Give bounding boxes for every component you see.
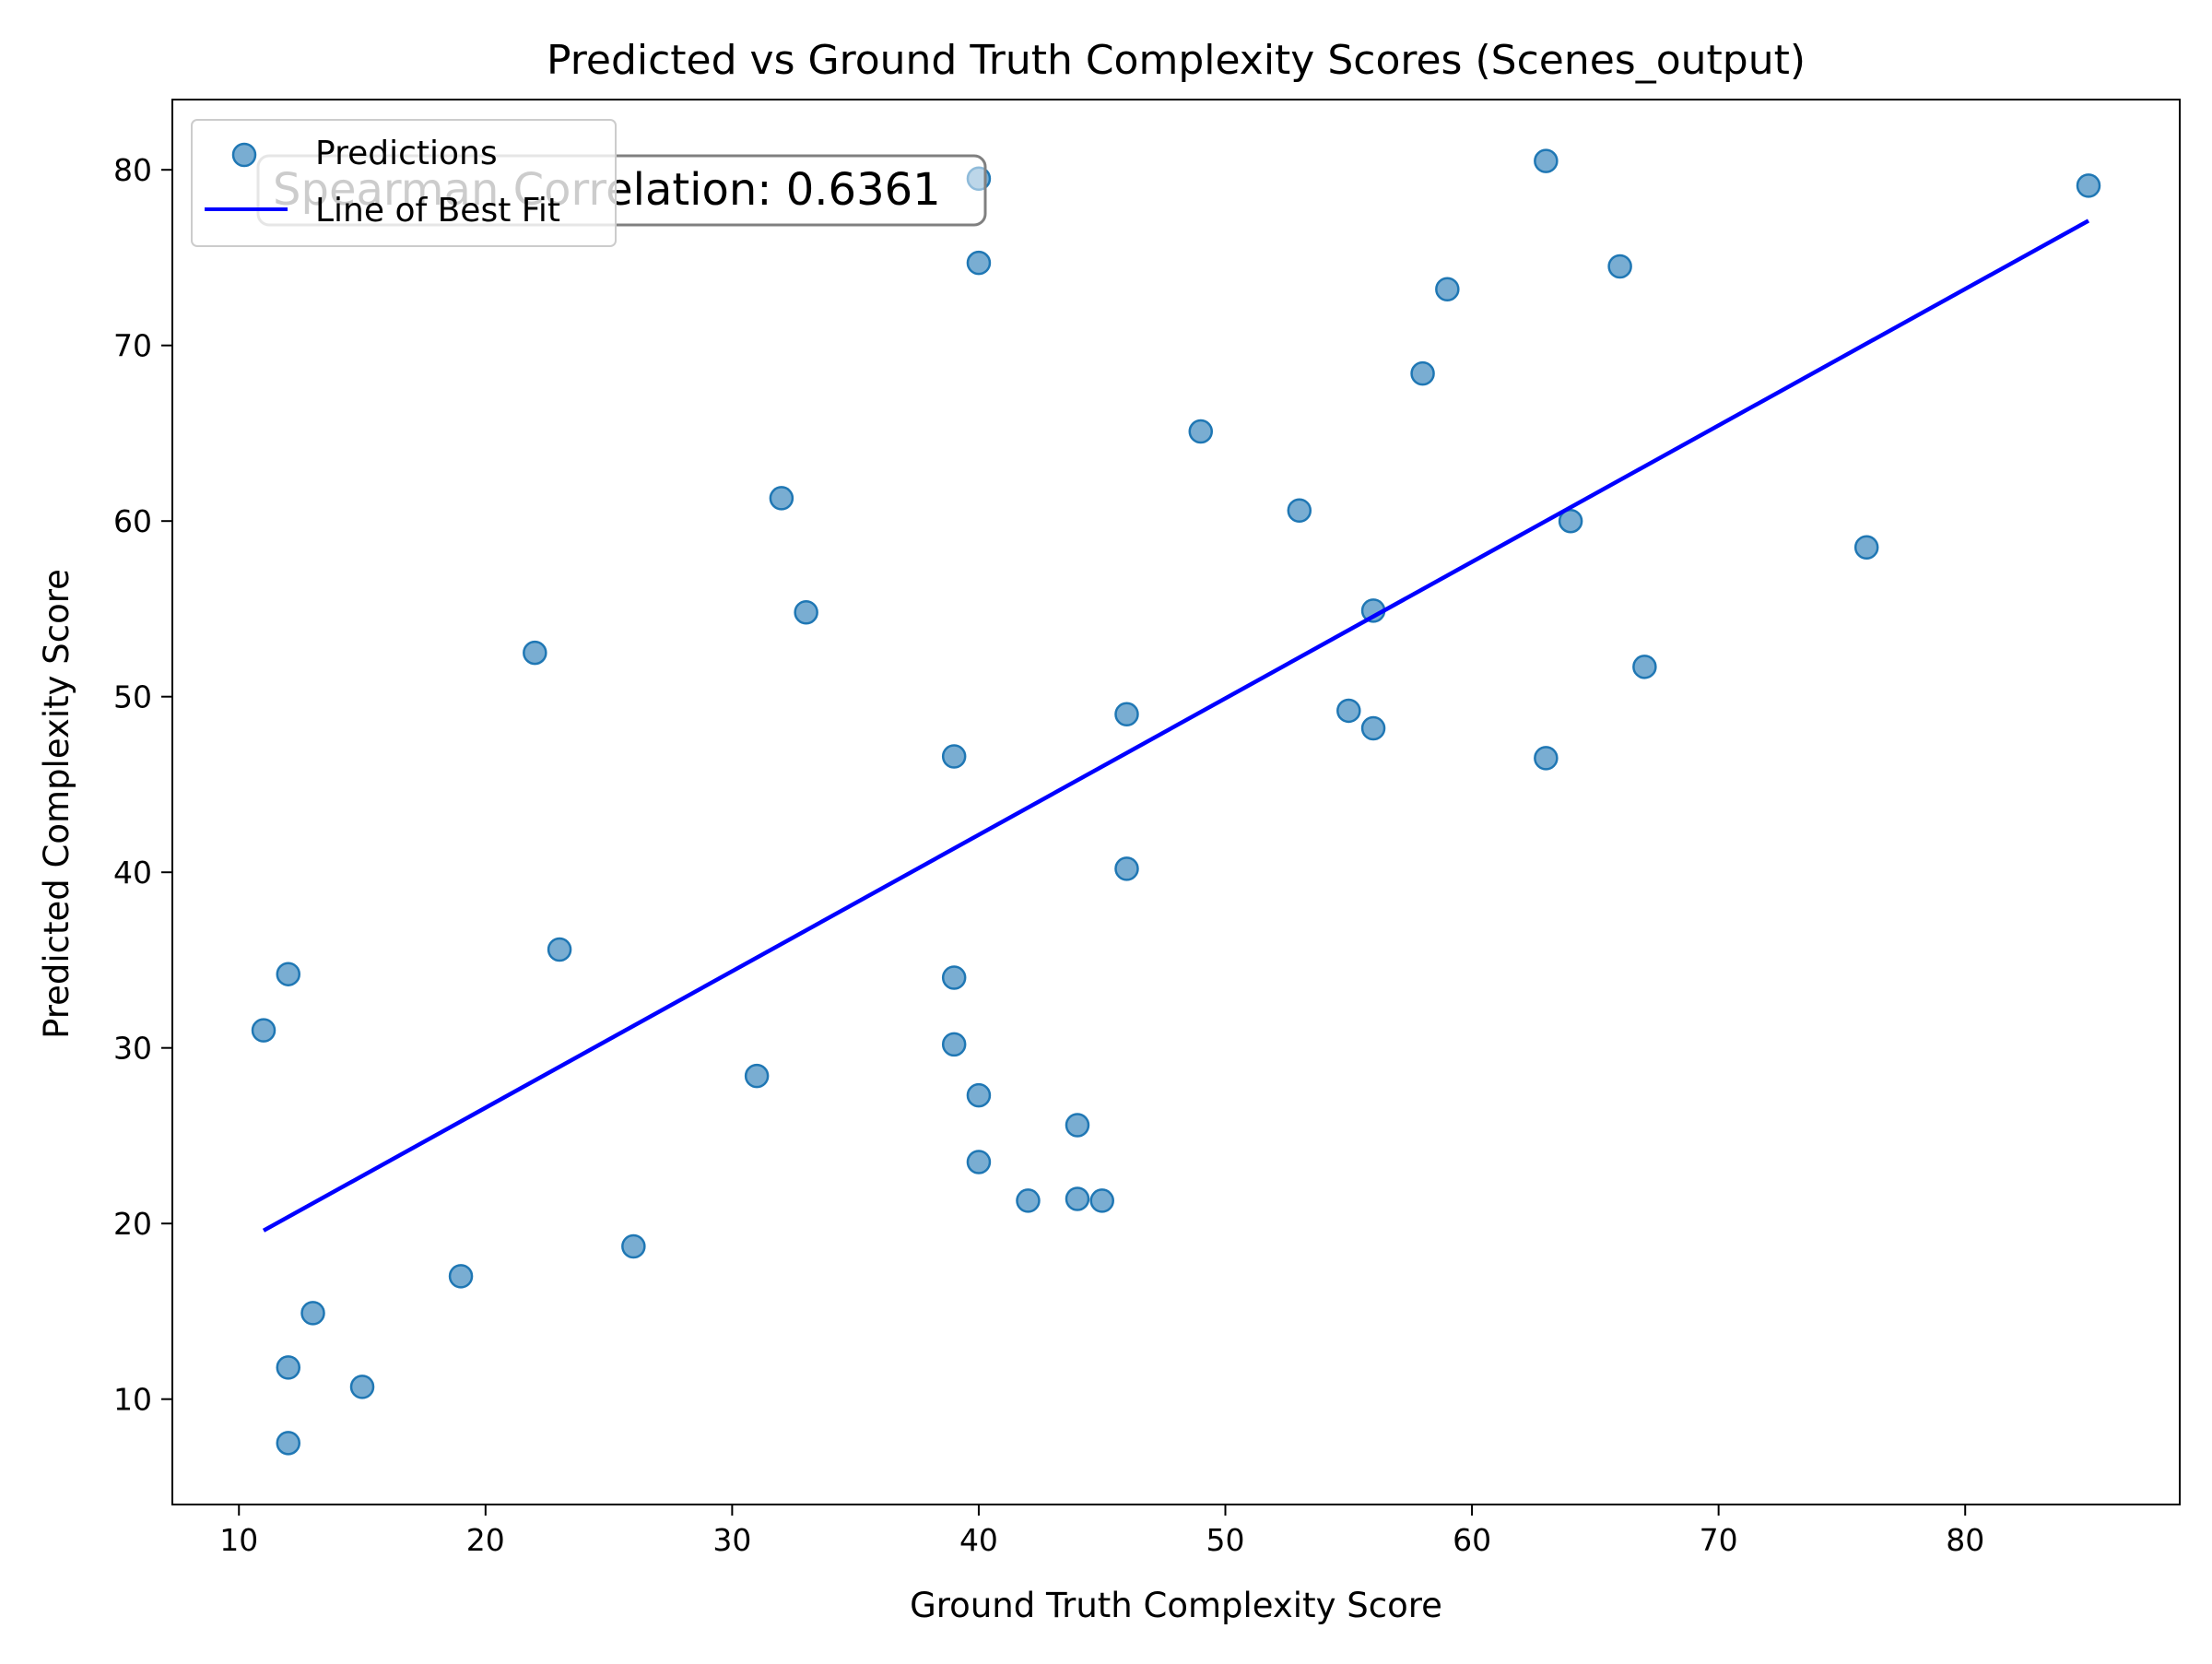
data-point xyxy=(1016,1188,1041,1213)
data-point xyxy=(276,1355,301,1380)
data-point xyxy=(300,1301,325,1326)
x-tick-label: 50 xyxy=(1206,1522,1245,1558)
data-point xyxy=(1188,419,1214,444)
x-axis-label: Ground Truth Complexity Score xyxy=(910,1586,1442,1625)
data-point xyxy=(941,744,967,769)
data-point xyxy=(1065,1113,1090,1138)
data-point xyxy=(1435,277,1460,301)
data-point xyxy=(769,486,794,511)
x-axis: 10 20 30 40 50 60 70 80 xyxy=(219,1505,1984,1558)
data-point xyxy=(1632,655,1657,679)
data-point xyxy=(1607,254,1632,279)
data-point xyxy=(744,1063,770,1089)
data-point xyxy=(1360,715,1386,741)
data-point xyxy=(1287,498,1312,524)
y-tick-label: 50 xyxy=(113,679,152,715)
data-point xyxy=(966,250,992,276)
data-point xyxy=(276,962,301,986)
x-tick-label: 30 xyxy=(712,1522,751,1558)
y-tick-label: 60 xyxy=(113,503,152,539)
y-axis-label: Predicted Complexity Score xyxy=(37,569,76,1039)
data-point xyxy=(794,600,818,625)
data-point xyxy=(251,1018,276,1043)
data-point xyxy=(621,1233,646,1259)
x-tick-label: 60 xyxy=(1453,1522,1491,1558)
data-point xyxy=(1534,148,1559,173)
data-point xyxy=(2076,173,2101,198)
data-point xyxy=(1853,535,1879,561)
y-tick-label: 10 xyxy=(113,1382,152,1418)
data-point xyxy=(349,1375,375,1399)
chart-title: Predicted vs Ground Truth Complexity Sco… xyxy=(547,37,1806,84)
data-point xyxy=(1089,1188,1114,1213)
y-tick-label: 40 xyxy=(113,855,152,891)
data-point xyxy=(523,640,547,666)
legend-label-best-fit: Line of Best Fit xyxy=(315,192,560,230)
data-point xyxy=(941,1032,967,1057)
y-tick-label: 80 xyxy=(113,152,152,188)
data-point xyxy=(1534,746,1559,771)
data-point xyxy=(1065,1186,1090,1211)
plot-frame xyxy=(171,99,2181,1505)
data-point xyxy=(448,1264,474,1289)
x-tick-label: 20 xyxy=(466,1522,505,1558)
data-point xyxy=(1410,360,1435,386)
legend-label-predictions: Predictions xyxy=(315,135,498,172)
data-point xyxy=(966,1082,992,1108)
data-point xyxy=(1336,698,1361,724)
x-tick-label: 70 xyxy=(1700,1522,1738,1558)
y-tick-label: 70 xyxy=(113,328,152,364)
data-point xyxy=(276,1431,301,1456)
data-point xyxy=(547,937,572,962)
plot-area xyxy=(251,148,2101,1456)
legend-box xyxy=(191,119,617,247)
x-tick-label: 80 xyxy=(1946,1522,1984,1558)
best-fit-line xyxy=(262,218,2090,1233)
data-point xyxy=(966,1150,992,1174)
data-point xyxy=(1114,856,1139,881)
data-point xyxy=(1114,702,1139,726)
legend: Predictions Line of Best Fit xyxy=(191,119,617,247)
x-tick-label: 40 xyxy=(959,1522,998,1558)
data-point xyxy=(941,965,967,990)
y-tick-label: 20 xyxy=(113,1206,152,1242)
y-axis: 10 20 30 40 50 60 70 80 xyxy=(113,152,172,1418)
y-tick-label: 30 xyxy=(113,1031,152,1067)
x-tick-label: 10 xyxy=(219,1522,258,1558)
data-point xyxy=(1558,508,1583,534)
legend-marker-predictions xyxy=(231,142,257,168)
